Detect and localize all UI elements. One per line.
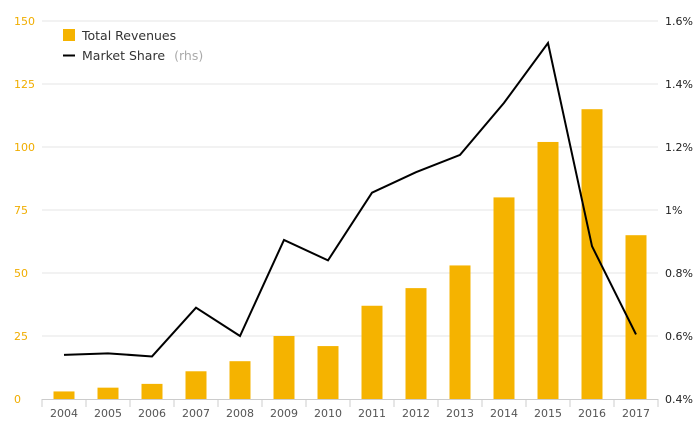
revenue-bar: [361, 305, 383, 399]
revenue-bar: [317, 346, 339, 399]
y-right-tick-label: 1.4%: [665, 78, 693, 91]
revenue-bar: [405, 288, 427, 399]
x-tick-label: 2015: [534, 407, 562, 420]
legend-label-market-share-suffix: (rhs): [174, 48, 203, 63]
legend-label-total-revenues: Total Revenues: [81, 28, 176, 43]
x-tick-label: 2010: [314, 407, 342, 420]
market-share-line: [63, 40, 637, 358]
y-right-tick-label: 0.4%: [665, 393, 693, 406]
gridlines: [42, 20, 658, 337]
x-tick-label: 2009: [270, 407, 298, 420]
revenue-bar: [581, 109, 603, 399]
x-tick-label: 2016: [578, 407, 606, 420]
x-tick-label: 2004: [50, 407, 78, 420]
x-tick-label: 2014: [490, 407, 518, 420]
y-left-tick-label: 50: [14, 267, 28, 280]
legend-label-market-share: Market Share (rhs): [82, 45, 203, 64]
revenue-bar: [53, 391, 75, 399]
revenue-bar: [625, 235, 647, 399]
y-left-tick-label: 0: [14, 393, 21, 406]
y-axis-left: 0 25 50 75 100 125 150: [14, 15, 35, 406]
y-left-tick-label: 100: [14, 141, 35, 154]
y-right-tick-label: 1.2%: [665, 141, 693, 154]
y-left-tick-label: 25: [14, 330, 28, 343]
x-tick-label: 2017: [622, 407, 650, 420]
y-left-tick-label: 75: [14, 204, 28, 217]
revenue-bar: [141, 383, 163, 399]
x-tick-label: 2007: [182, 407, 210, 420]
y-right-tick-label: 0.8%: [665, 267, 693, 280]
revenue-bars: [53, 109, 647, 399]
revenue-bar: [493, 197, 515, 399]
revenue-bar: [449, 265, 471, 399]
x-axis: 2004 2005 2006 2007 2008 2009 2010 2011 2012 2013…: [41, 399, 659, 420]
legend-swatch-total-revenues: [63, 29, 75, 41]
x-tick-label: 2013: [446, 407, 474, 420]
x-tick-label: 2005: [94, 407, 122, 420]
market-share-line-group: [63, 40, 637, 358]
revenue-bar: [537, 141, 559, 399]
x-tick-label: 2008: [226, 407, 254, 420]
legend-label-market-share-name: Market Share: [82, 48, 165, 63]
x-tick-label: 2011: [358, 407, 386, 420]
revenue-bar: [185, 371, 207, 399]
revenue-bar: [229, 361, 251, 399]
revenue-bar: [273, 336, 295, 399]
legend: Total Revenues Market Share (rhs): [63, 28, 203, 64]
x-tick-label: 2006: [138, 407, 166, 420]
y-left-tick-label: 150: [14, 15, 35, 28]
y-left-tick-label: 125: [14, 78, 35, 91]
revenue-bar: [97, 387, 119, 399]
y-axis-right: 0.4% 0.6% 0.8% 1% 1.2% 1.4% 1.6%: [665, 15, 693, 406]
y-right-tick-label: 1%: [665, 204, 682, 217]
y-right-tick-label: 0.6%: [665, 330, 693, 343]
y-right-tick-label: 1.6%: [665, 15, 693, 28]
x-tick-label: 2012: [402, 407, 430, 420]
